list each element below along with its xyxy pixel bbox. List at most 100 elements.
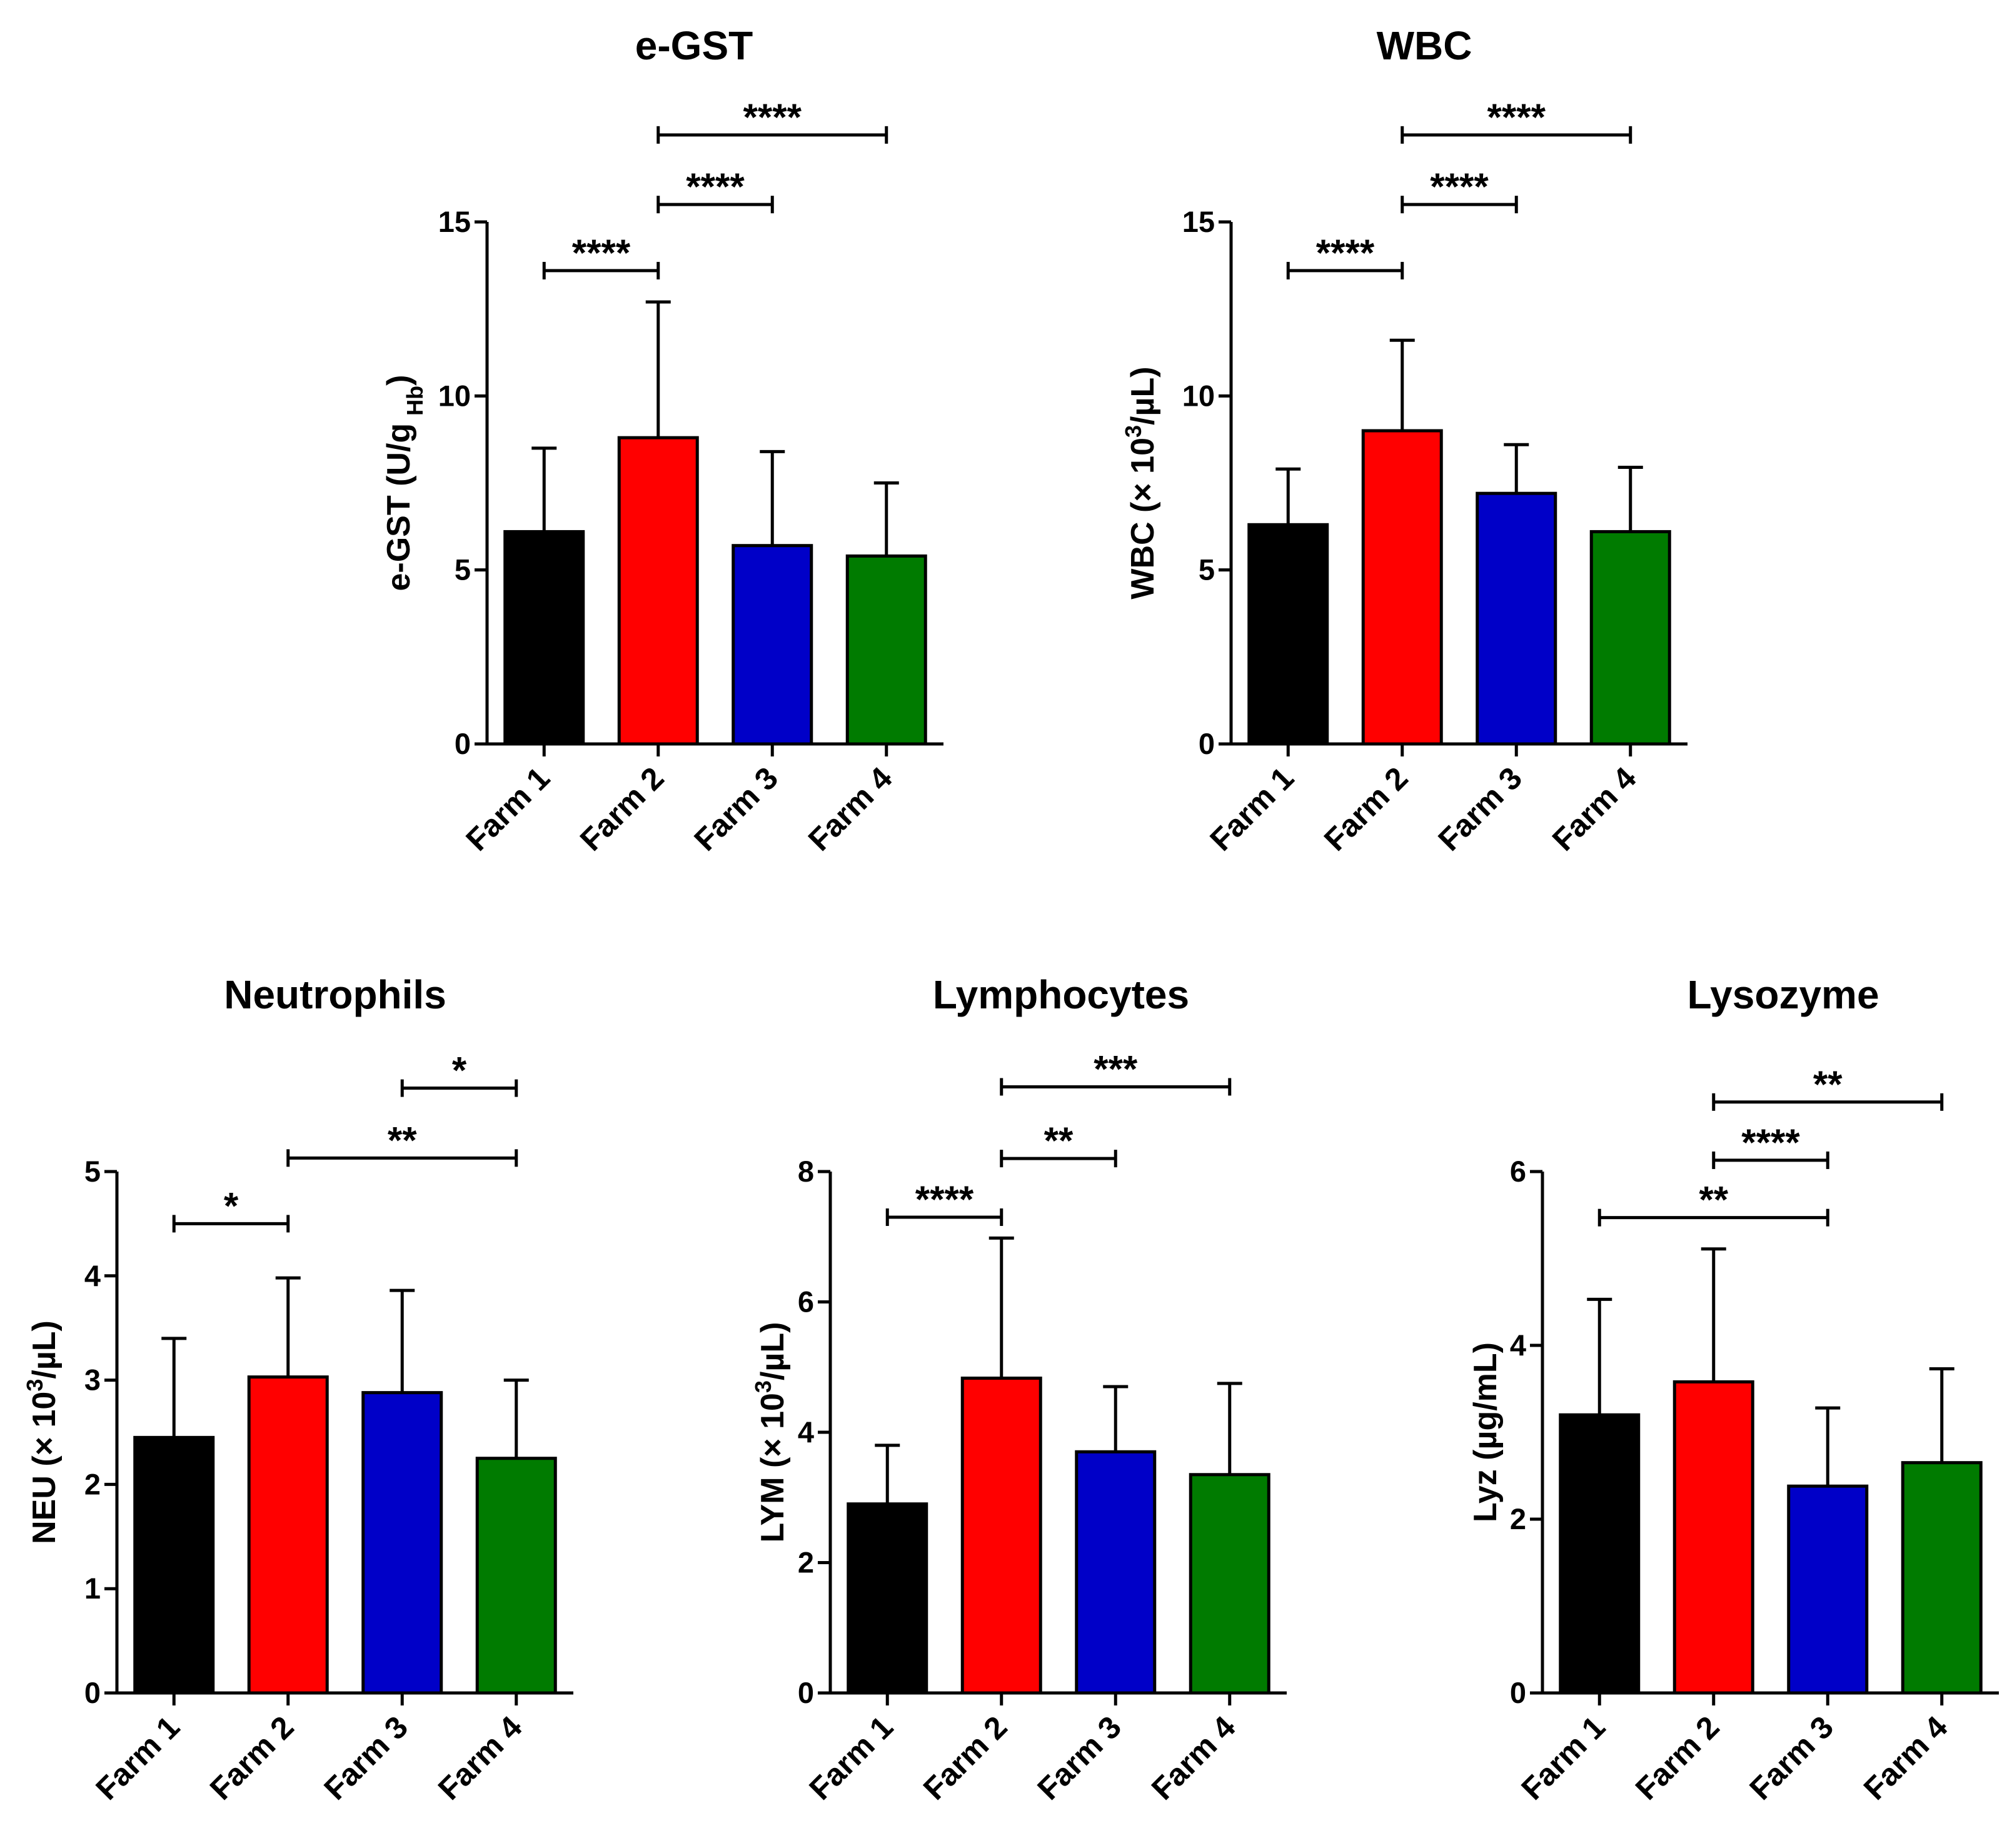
bar-farm-4 <box>475 1457 557 1695</box>
bar-farm-3 <box>1476 491 1557 746</box>
y-tick-label: 0 <box>84 1676 101 1709</box>
bar-farm-1 <box>503 530 585 746</box>
x-category-label: Farm 3 <box>1431 760 1529 858</box>
bar-farm-1 <box>847 1502 928 1695</box>
y-tick-label: 8 <box>798 1155 814 1188</box>
x-category-label: Farm 2 <box>1629 1709 1726 1807</box>
y-tick-label: 3 <box>84 1363 101 1397</box>
significance-label: **** <box>572 232 631 274</box>
y-axis-label-close: /µL) <box>26 1320 63 1379</box>
y-tick-label: 2 <box>798 1546 814 1579</box>
significance-label: **** <box>1741 1122 1800 1163</box>
x-category-label: Farm 3 <box>687 760 785 858</box>
y-tick-label: 0 <box>455 727 471 760</box>
x-category-label: Farm 1 <box>89 1709 186 1807</box>
panel-wbc: WBC 0 5 10 15 Farm 1 Farm 2 Farm 3 Farm 4 WBC (× … <box>1120 23 1688 858</box>
x-category-label: Farm 2 <box>917 1709 1014 1807</box>
bar-farm-2 <box>247 1375 329 1695</box>
bar-farm-2 <box>960 1376 1042 1695</box>
x-category-label: Farm 2 <box>573 760 671 858</box>
chart-title: e-GST <box>635 23 753 68</box>
y-tick-label: 0 <box>1510 1676 1526 1709</box>
bar-farm-4 <box>1589 530 1671 746</box>
chart-title: WBC <box>1377 23 1472 68</box>
bar-farm-4 <box>1189 1473 1270 1695</box>
y-tick-label: 15 <box>438 205 471 238</box>
y-tick-label: 10 <box>1182 379 1215 412</box>
y-axis-label-close: /µL) <box>755 1322 791 1381</box>
bar-farm-1 <box>1559 1413 1641 1695</box>
y-tick-label: 4 <box>1510 1328 1526 1362</box>
y-tick-label: 6 <box>1510 1155 1526 1188</box>
bar-farm-4 <box>1901 1461 1983 1695</box>
bar-farm-3 <box>361 1391 443 1695</box>
significance-label: **** <box>915 1178 974 1220</box>
y-tick-label: 5 <box>455 553 471 586</box>
bar-farm-2 <box>1672 1380 1754 1695</box>
x-category-label: Farm 4 <box>802 760 899 858</box>
significance-label: * <box>452 1050 467 1092</box>
y-tick-label: 5 <box>1199 553 1215 586</box>
y-tick-label: 4 <box>798 1415 814 1449</box>
y-axis-label-close: ) <box>381 375 417 386</box>
panel-neutrophils: Neutrophils 0 1 2 3 4 5 Farm 1 Farm 2 Farm 3 Farm … <box>22 972 573 1807</box>
x-category-label: Farm 4 <box>1857 1709 1954 1807</box>
bar-farm-3 <box>1075 1450 1157 1695</box>
bar-farm-4 <box>845 554 927 746</box>
significance-label: * <box>224 1185 239 1227</box>
y-axis-label-main: LYM (× 10 <box>755 1393 791 1542</box>
bar-farm-1 <box>133 1435 215 1695</box>
x-category-label: Farm 3 <box>1030 1709 1128 1807</box>
panel-lymphocytes: Lymphocytes 0 2 4 6 8 Farm 1 Farm 2 Farm 3 Farm 4… <box>750 972 1287 1807</box>
significance-label: **** <box>1316 232 1375 274</box>
x-category-label: Farm 4 <box>1546 760 1643 858</box>
y-tick-label: 1 <box>84 1572 101 1605</box>
y-axis-label-subscript: Hb <box>402 386 428 416</box>
y-tick-label: 4 <box>84 1259 101 1292</box>
y-axis-label: Lyz (µg/mL) <box>1467 1342 1504 1522</box>
x-category-label: Farm 3 <box>1743 1709 1840 1807</box>
significance-label: **** <box>743 96 802 138</box>
significance-label: ** <box>1813 1063 1843 1105</box>
y-tick-label: 6 <box>798 1285 814 1318</box>
x-category-label: Farm 3 <box>317 1709 415 1807</box>
bar-farm-3 <box>732 544 813 746</box>
y-tick-label: 0 <box>1199 727 1215 760</box>
y-tick-label: 2 <box>1510 1502 1526 1535</box>
y-axis-label-close: /µL) <box>1125 366 1161 425</box>
chart-title: Lysozyme <box>1687 972 1879 1017</box>
x-category-label: Farm 4 <box>1145 1709 1242 1807</box>
y-axis-label-superscript: 3 <box>22 1379 48 1392</box>
x-category-label: Farm 1 <box>1203 760 1300 858</box>
y-axis-label-superscript: 3 <box>1120 425 1146 438</box>
y-axis-label-main: e-GST (U/g <box>381 423 417 591</box>
y-axis-label: NEU (× 103/µL) <box>22 1320 63 1544</box>
significance-label: ** <box>388 1119 417 1161</box>
bar-farm-2 <box>1361 429 1443 746</box>
significance-label: *** <box>1094 1048 1138 1090</box>
y-axis-label-main: WBC (× 10 <box>1125 438 1161 600</box>
significance-label: **** <box>1430 166 1489 208</box>
y-tick-label: 5 <box>84 1155 101 1188</box>
y-tick-label: 15 <box>1182 205 1215 238</box>
significance-label: **** <box>1487 96 1546 138</box>
panel-lysozyme: Lysozyme 0 2 4 6 Farm 1 Farm 2 Farm 3 Farm 4 Lyz … <box>1467 972 1999 1807</box>
chart-title: Neutrophils <box>224 972 446 1017</box>
y-axis-label-main: NEU (× 10 <box>26 1392 63 1544</box>
significance-label: **** <box>686 166 745 208</box>
bar-farm-2 <box>617 436 699 746</box>
y-axis-label-superscript: 3 <box>750 1380 776 1393</box>
x-category-label: Farm 4 <box>431 1709 529 1807</box>
y-tick-label: 10 <box>438 379 471 412</box>
significance-label: ** <box>1044 1120 1074 1162</box>
y-axis-label-main: Lyz (µg/mL) <box>1467 1342 1504 1522</box>
x-category-label: Farm 2 <box>1317 760 1415 858</box>
x-category-label: Farm 1 <box>1514 1709 1612 1807</box>
y-axis-label: LYM (× 103/µL) <box>750 1322 792 1543</box>
x-category-label: Farm 1 <box>459 760 556 858</box>
x-category-label: Farm 1 <box>802 1709 900 1807</box>
y-axis-label: e-GST (U/g Hb) <box>381 375 428 591</box>
bar-farm-3 <box>1787 1484 1869 1695</box>
panel-e-gst: e-GST 0 5 10 15 Farm 1 Farm 2 Farm 3 Farm 4 e-GST… <box>381 23 943 858</box>
bar-farm-1 <box>1247 523 1329 746</box>
